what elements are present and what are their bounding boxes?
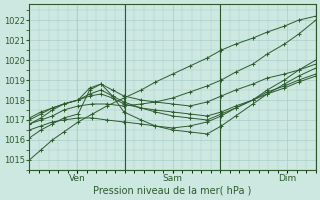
X-axis label: Pression niveau de la mer( hPa ): Pression niveau de la mer( hPa ) [93,186,252,196]
